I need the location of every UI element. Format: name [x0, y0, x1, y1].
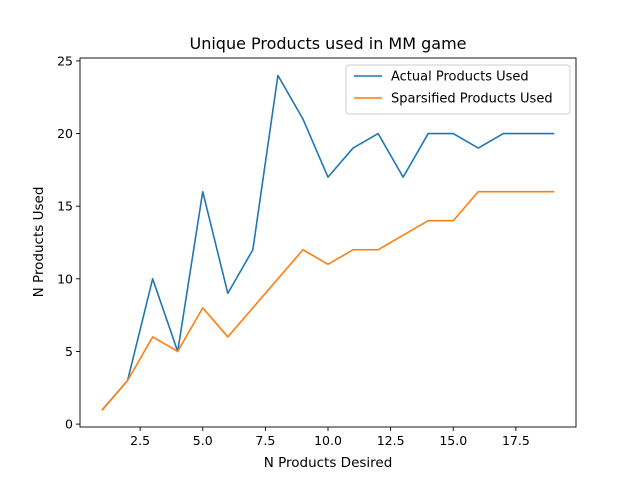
- x-tick-label: 10.0: [314, 433, 342, 448]
- y-tick-label: 5: [65, 344, 73, 359]
- x-tick-label: 17.5: [502, 433, 530, 448]
- x-axis-label: N Products Desired: [264, 455, 393, 471]
- y-tick-label: 25: [57, 53, 73, 68]
- x-tick-label: 2.5: [130, 433, 150, 448]
- legend-label-1: Sparsified Products Used: [391, 92, 553, 107]
- plot-area: 2.5 5.0 7.5 10.0 12.5 15.0 17.5 0 5 10 15 20 25: [57, 53, 577, 448]
- x-tick-label: 15.0: [439, 433, 467, 448]
- legend-label-0: Actual Products Used: [391, 70, 529, 85]
- chart-title: Unique Products used in MM game: [189, 34, 466, 53]
- y-tick-label: 0: [65, 417, 73, 432]
- x-tick-label: 12.5: [377, 433, 405, 448]
- y-axis-label: N Products Used: [31, 187, 47, 298]
- y-tick-label: 10: [57, 271, 73, 286]
- x-tick-label: 7.5: [255, 433, 275, 448]
- legend-box: [345, 64, 571, 115]
- y-tick-label: 15: [57, 199, 73, 214]
- y-tick-label: 20: [57, 126, 73, 141]
- x-tick-label: 5.0: [193, 433, 213, 448]
- series-line-1: [101, 190, 555, 411]
- legend: Actual Products Used Sparsified Products …: [345, 64, 571, 115]
